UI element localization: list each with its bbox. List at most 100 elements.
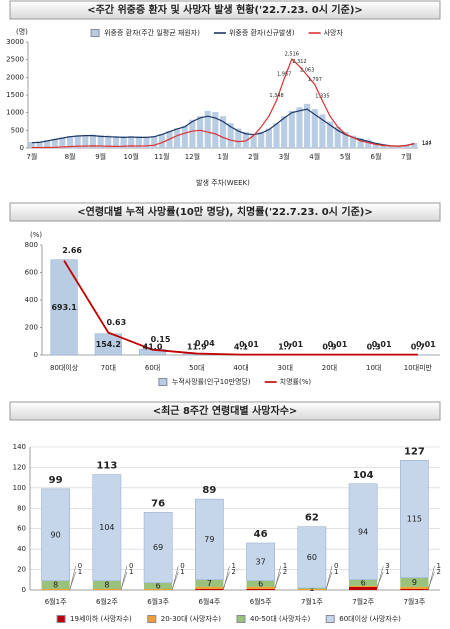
bar	[74, 135, 81, 148]
y-tick-label: 0	[22, 586, 26, 594]
bar	[174, 128, 181, 148]
data-label: 60	[307, 553, 317, 562]
data-label: 37	[256, 557, 266, 566]
bar-segment	[297, 588, 326, 590]
chart-title: <최근 8주간 연령대별 사망자수>	[153, 404, 298, 417]
x-tick-label: 4월	[309, 152, 320, 161]
y-tick-label: 600	[25, 269, 38, 277]
total-label: 46	[254, 529, 268, 540]
bar	[235, 128, 242, 148]
total-label: 62	[305, 513, 319, 524]
leader-line	[325, 571, 333, 590]
bar-segment	[144, 588, 173, 590]
leader-line	[171, 571, 179, 590]
data-label: 79	[204, 535, 214, 544]
data-label: 11.9	[187, 343, 207, 352]
data-label: 1	[436, 562, 440, 570]
bar	[135, 136, 142, 148]
bar	[120, 136, 127, 148]
data-label: 0	[78, 562, 82, 570]
bar-segment	[41, 588, 70, 590]
x-tick-label: 30대	[278, 364, 293, 372]
legend-label: 위중증 환자(신규발생)	[229, 28, 295, 37]
bar-segment	[144, 582, 173, 589]
data-label: 0.01	[283, 340, 303, 349]
y-tick-label: 800	[25, 241, 38, 249]
chart-title: <주간 위중증 환자 및 사망자 발생 현황('22.7.23. 0시 기준)>	[87, 3, 363, 16]
total-label: 104	[353, 470, 374, 481]
bar-segment	[297, 526, 327, 589]
bar	[28, 141, 35, 148]
y-tick-label: 2000	[6, 73, 24, 81]
bar	[51, 138, 58, 148]
bar	[112, 135, 119, 148]
data-label: 3	[385, 562, 389, 570]
data-label: 0	[334, 562, 338, 570]
data-label: 0	[180, 562, 184, 570]
bar	[67, 135, 74, 148]
bar	[94, 333, 122, 356]
data-label: 1	[231, 562, 235, 570]
leader-line	[376, 571, 384, 587]
data-label: 154.2	[96, 340, 121, 349]
x-tick-label: 7월2주	[352, 597, 374, 606]
data-label: 2	[436, 568, 440, 576]
bar	[97, 135, 104, 148]
data-label: 7	[207, 579, 212, 588]
data-label: 1	[283, 562, 287, 570]
y-tick-label: 1000	[6, 109, 24, 117]
x-tick-label: 80대이상	[50, 363, 79, 372]
data-label: 9	[412, 578, 417, 587]
header-box	[9, 0, 441, 20]
bar	[403, 145, 410, 148]
bar	[143, 136, 150, 148]
x-tick-label: 70대	[101, 364, 116, 372]
bar	[265, 128, 272, 148]
leader-line	[223, 571, 230, 589]
bar	[327, 121, 334, 148]
leader-line	[274, 571, 281, 589]
data-label: 2,063	[300, 68, 314, 74]
bar	[342, 132, 349, 148]
x-tick-label: 60대	[145, 364, 160, 372]
x-tick-label: 7월3주	[403, 597, 425, 606]
bar	[44, 140, 51, 148]
data-label: 693.1	[51, 303, 77, 312]
x-tick-label: 7월	[26, 152, 37, 161]
y-tick-label: 40	[17, 545, 26, 553]
data-label: 8	[53, 580, 58, 589]
bar-segment	[41, 488, 70, 582]
x-tick-label: 6월3주	[147, 597, 169, 606]
legend-label: 19세이하 (사망자수)	[70, 614, 132, 623]
y-tick-label: 0	[20, 144, 24, 152]
bar-segment	[92, 588, 121, 590]
data-label: 6	[156, 581, 161, 590]
data-label: 2,312	[292, 59, 306, 65]
bar-segment	[143, 512, 173, 584]
y-tick-label: 120	[13, 463, 26, 471]
x-tick-label: 12월	[185, 152, 200, 161]
bar-segment	[349, 585, 378, 587]
x-tick-label: 10월	[124, 152, 139, 161]
y-tick-label: 500	[11, 126, 24, 134]
x-tick-label: 7월1주	[301, 597, 323, 606]
bar	[273, 123, 280, 148]
data-label: 1,335	[315, 93, 329, 99]
data-label: 8	[104, 580, 109, 589]
data-label: 6	[258, 579, 263, 588]
line	[63, 260, 418, 356]
bar	[197, 116, 204, 148]
bar-segment	[349, 586, 378, 590]
data-label: 0.7	[411, 343, 425, 352]
bar	[411, 142, 418, 148]
y-tick-label: 0	[34, 351, 38, 359]
data-label: 0.01	[239, 340, 259, 349]
x-tick-label: 6월2주	[96, 597, 118, 606]
legend-swatch	[56, 615, 66, 623]
bar-segment	[92, 474, 122, 582]
x-tick-label: 10대미만	[404, 363, 433, 372]
x-tick-label: 6월5주	[250, 597, 272, 606]
bar	[304, 103, 311, 148]
total-label: 99	[49, 475, 63, 486]
